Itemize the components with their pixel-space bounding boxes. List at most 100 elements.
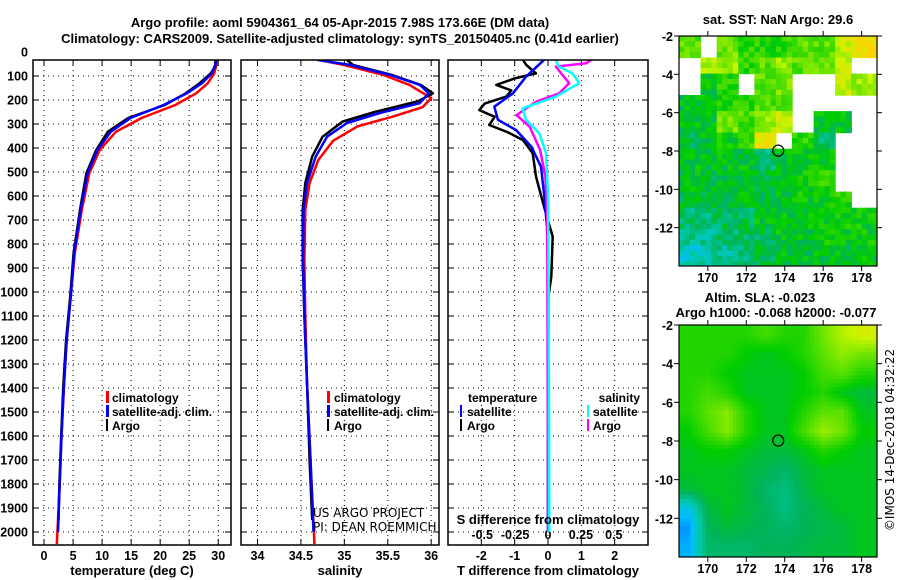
heatmap-cell xyxy=(779,429,784,434)
heatmap-cell xyxy=(729,398,734,403)
heatmap-cell xyxy=(702,379,707,384)
heatmap-cell xyxy=(832,348,838,353)
sst-map-title: sat. SST: NaN Argo: 29.6 xyxy=(703,12,854,27)
heatmap-cell xyxy=(840,429,845,434)
heatmap-cell xyxy=(755,518,761,523)
heatmap-cell xyxy=(829,62,836,69)
heatmap-cell xyxy=(713,491,718,496)
heatmap-cell xyxy=(736,499,742,504)
heatmap-cell xyxy=(813,468,818,473)
heatmap-cell xyxy=(836,379,841,384)
heatmap-cell xyxy=(852,386,857,392)
heatmap-cell xyxy=(802,510,807,516)
heatmap-cell xyxy=(740,348,745,353)
heatmap-cell xyxy=(840,514,845,519)
heatmap-cell xyxy=(786,84,793,91)
heatmap-cell xyxy=(738,197,745,203)
heatmap-cell xyxy=(867,379,872,384)
heatmap-cell xyxy=(711,143,718,150)
heatmap-cell xyxy=(705,159,712,166)
heatmap-cell xyxy=(743,202,750,209)
heatmap-cell xyxy=(808,197,815,203)
heatmap-cell xyxy=(836,464,841,469)
heatmap-cell xyxy=(740,413,745,419)
heatmap-cell xyxy=(805,475,811,481)
heatmap-cell xyxy=(840,529,845,535)
heatmap-cell xyxy=(717,456,722,461)
temperature-panel: 0100200300400500600700800900100011001200… xyxy=(0,46,232,563)
heatmap-cell xyxy=(686,495,692,500)
heatmap-cell xyxy=(752,328,757,334)
heatmap-cell xyxy=(721,325,726,330)
heatmap-cell xyxy=(763,549,768,554)
heatmap-cell xyxy=(775,402,780,407)
heatmap-cell xyxy=(725,545,730,550)
heatmap-cell xyxy=(729,425,734,430)
heatmap-cell xyxy=(781,52,788,59)
heatmap-cell xyxy=(689,143,696,150)
legend-swatch-argo xyxy=(327,419,329,431)
heatmap-cell xyxy=(840,402,845,407)
heatmap-cell xyxy=(802,359,807,365)
heatmap-cell xyxy=(809,421,815,427)
heatmap-cell xyxy=(767,355,772,361)
heatmap-cell xyxy=(716,207,723,214)
heatmap-cell xyxy=(775,148,782,155)
heatmap-cell xyxy=(722,186,729,193)
heatmap-cell xyxy=(686,483,692,488)
heatmap-cell xyxy=(748,410,753,415)
heatmap-cell xyxy=(713,367,718,372)
heatmap-cell xyxy=(752,557,756,562)
heatmap-cell xyxy=(759,483,765,488)
heatmap-cell xyxy=(867,84,874,91)
heatmap-cell xyxy=(705,213,712,220)
heatmap-cell xyxy=(855,514,861,519)
heatmap-cell xyxy=(679,444,684,450)
heatmap-cell xyxy=(698,425,703,430)
heatmap-cell xyxy=(759,154,766,161)
heatmap-cell xyxy=(711,218,718,225)
heatmap-cell xyxy=(740,402,745,407)
heatmap-cell xyxy=(725,336,730,342)
lat-tick-label: -6 xyxy=(662,396,673,410)
heatmap-cell xyxy=(832,502,838,508)
heatmap-cell xyxy=(824,68,831,75)
heatmap-cell xyxy=(844,537,849,543)
heatmap-cell xyxy=(828,456,834,461)
heatmap-cell xyxy=(771,487,776,492)
heatmap-cell xyxy=(794,506,799,512)
heatmap-cell xyxy=(686,499,692,504)
heatmap-cell xyxy=(809,491,815,496)
heatmap-cell xyxy=(771,522,776,527)
heatmap-cell xyxy=(684,223,691,230)
heatmap-cell xyxy=(744,375,749,380)
heatmap-cell xyxy=(786,529,792,535)
heatmap-cell xyxy=(840,383,845,388)
heatmap-cell xyxy=(763,499,768,504)
heatmap-cell xyxy=(863,410,868,415)
heatmap-cell xyxy=(765,256,772,262)
heatmap-cell xyxy=(855,441,861,446)
heatmap-cell xyxy=(759,213,766,220)
heatmap-cell xyxy=(754,164,761,171)
heatmap-cell xyxy=(840,518,845,523)
heatmap-cell xyxy=(821,502,826,508)
series-line-argo xyxy=(57,60,217,521)
heatmap-cell xyxy=(690,495,695,500)
heatmap-cell xyxy=(755,375,761,380)
heatmap-cell xyxy=(840,340,845,345)
heatmap-cell xyxy=(748,421,753,427)
heatmap-cell xyxy=(825,352,830,357)
heatmap-cell xyxy=(863,363,868,369)
heatmap-cell xyxy=(690,398,695,403)
heatmap-cell xyxy=(771,336,776,342)
lat-tick-label: -8 xyxy=(662,435,673,449)
heatmap-cell xyxy=(689,213,696,220)
heatmap-cell xyxy=(694,444,699,450)
heatmap-cell xyxy=(840,444,845,450)
heatmap-cell xyxy=(802,218,809,225)
heatmap-cell xyxy=(867,261,874,266)
heatmap-cell xyxy=(862,36,868,42)
heatmap-cell xyxy=(755,344,761,349)
heatmap-cell xyxy=(852,545,857,550)
